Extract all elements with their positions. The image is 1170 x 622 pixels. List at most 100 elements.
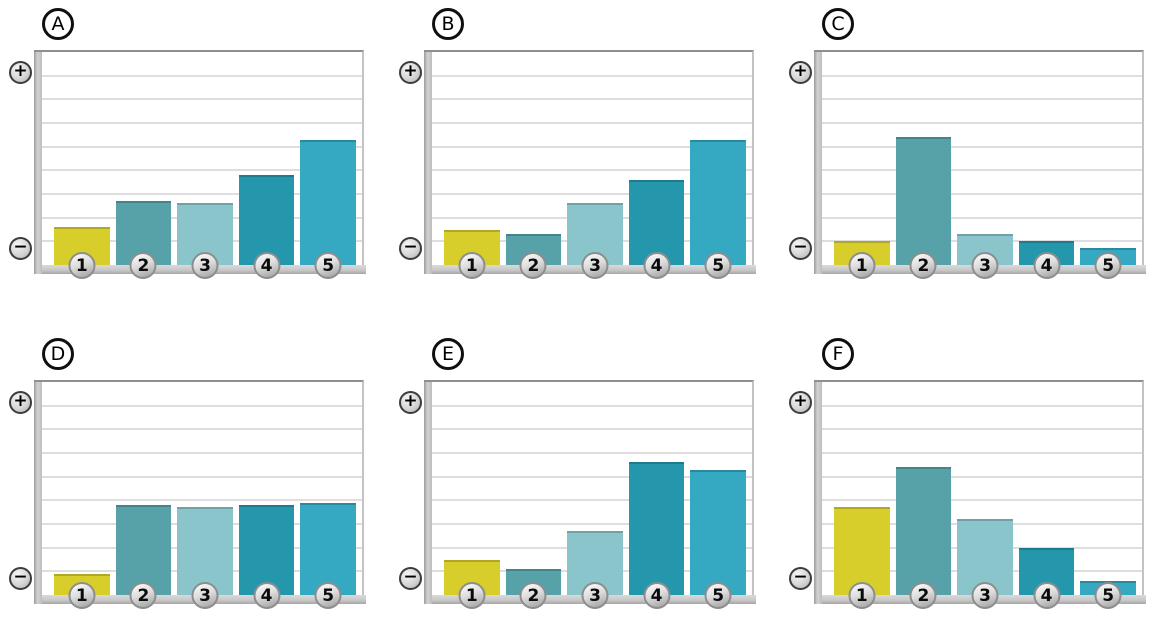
bar-number-badge: 2 <box>129 252 157 279</box>
bar-B-5: 5 <box>690 139 746 279</box>
bar-number-badge: 4 <box>253 252 281 279</box>
gridline <box>822 216 1142 219</box>
plus-icon: + <box>789 391 812 414</box>
bar-number-badge: 4 <box>643 252 671 279</box>
bar-D-3: 3 <box>177 507 233 609</box>
panel-label-badge: A <box>42 8 74 40</box>
y-axis <box>424 52 432 274</box>
bar-number: 5 <box>712 255 725 276</box>
plot-area: 1 2 3 4 5 <box>42 382 362 609</box>
bar-group: 1 2 3 4 5 <box>54 382 356 609</box>
bar-number: 4 <box>1040 585 1053 606</box>
bar-number: 2 <box>527 255 540 276</box>
plus-icon: + <box>9 61 32 84</box>
gridline <box>432 74 752 77</box>
gridline <box>42 74 362 77</box>
bar-number: 5 <box>322 255 335 276</box>
y-axis <box>34 382 42 604</box>
minus-icon: − <box>9 567 32 590</box>
minus-glyph: − <box>13 567 28 587</box>
bar-A-1: 1 <box>54 227 110 279</box>
y-axis <box>814 382 822 604</box>
panel-label: F <box>832 343 844 365</box>
plot-area: 1 2 3 4 5 <box>822 52 1142 279</box>
bar-C-3: 3 <box>957 234 1013 279</box>
plot-area: 1 2 3 4 5 <box>822 382 1142 609</box>
gridline <box>432 499 752 502</box>
minus-glyph: − <box>403 237 418 257</box>
bar-number-badge: 5 <box>704 582 732 609</box>
bar-number: 1 <box>465 585 478 606</box>
bar-number-badge: 3 <box>971 582 999 609</box>
bar-number: 4 <box>650 255 663 276</box>
bar-B-3: 3 <box>567 203 623 279</box>
gridline <box>822 428 1142 431</box>
bar-number-badge: 2 <box>519 582 547 609</box>
bar-number: 3 <box>199 255 211 276</box>
panel-label: A <box>51 13 65 35</box>
bar-number: 1 <box>465 255 478 276</box>
bar-number: 2 <box>137 585 150 606</box>
plus-glyph: + <box>793 391 808 411</box>
bar-number: 3 <box>979 585 991 606</box>
plus-icon: + <box>9 391 32 414</box>
bar-number: 5 <box>1102 255 1115 276</box>
chart-panel-B: B + − 1 2 3 4 5 <box>390 0 780 330</box>
plot-frame: 1 2 3 4 5 <box>424 50 756 279</box>
bar-number: 4 <box>650 585 663 606</box>
gridline <box>822 74 1142 77</box>
minus-icon: − <box>789 237 812 260</box>
bar-number-badge: 5 <box>314 252 342 279</box>
plot-area: 1 2 3 4 5 <box>432 382 752 609</box>
minus-glyph: − <box>793 567 808 587</box>
bar-F-3: 3 <box>957 519 1013 609</box>
bar-number-badge: 1 <box>848 252 876 279</box>
gridline <box>42 169 362 172</box>
bar-number: 1 <box>855 255 868 276</box>
gridline <box>822 98 1142 101</box>
bar-group: 1 2 3 4 5 <box>54 52 356 279</box>
minus-glyph: − <box>403 567 418 587</box>
bar-number: 3 <box>199 585 211 606</box>
panel-label: E <box>441 343 454 365</box>
plus-icon: + <box>399 61 422 84</box>
bar-number-badge: 3 <box>191 582 219 609</box>
bar-number-badge: 2 <box>909 252 937 279</box>
gridline <box>432 522 752 525</box>
gridline <box>432 169 752 172</box>
bar-F-5: 5 <box>1080 580 1136 609</box>
gridline <box>432 121 752 124</box>
gridline <box>432 428 752 431</box>
plus-icon: + <box>399 391 422 414</box>
minus-icon: − <box>789 567 812 590</box>
bar-number-badge: 1 <box>848 582 876 609</box>
bar-B-1: 1 <box>444 229 500 279</box>
plus-glyph: + <box>793 61 808 81</box>
y-axis <box>424 382 432 604</box>
plot-area: 1 2 3 4 5 <box>432 52 752 279</box>
bar-number: 3 <box>589 585 601 606</box>
bar-E-1: 1 <box>444 559 500 609</box>
plus-glyph: + <box>13 391 28 411</box>
bar-number: 1 <box>855 585 868 606</box>
bar-C-4: 4 <box>1018 241 1075 279</box>
bar-C-5: 5 <box>1080 248 1136 279</box>
gridline <box>42 98 362 101</box>
panel-label-badge: B <box>432 8 464 40</box>
gridline <box>822 169 1142 172</box>
gridline <box>822 121 1142 124</box>
chart-panel-F: F + − 1 2 3 4 5 <box>780 330 1170 622</box>
gridline <box>432 145 752 148</box>
bar-number: 3 <box>589 255 601 276</box>
bar-number-badge: 1 <box>458 582 486 609</box>
chart-panel-D: D + − 1 2 3 4 5 <box>0 330 390 622</box>
y-axis <box>814 52 822 274</box>
bar-number: 1 <box>75 255 88 276</box>
bar-number: 3 <box>979 255 991 276</box>
bar-number-badge: 1 <box>458 252 486 279</box>
chart-panel-A: A + − 1 2 3 4 5 <box>0 0 390 330</box>
gridline <box>432 98 752 101</box>
plot-frame: 1 2 3 4 5 <box>814 380 1146 609</box>
bar-number-badge: 5 <box>1094 582 1122 609</box>
bar-B-4: 4 <box>628 179 685 279</box>
